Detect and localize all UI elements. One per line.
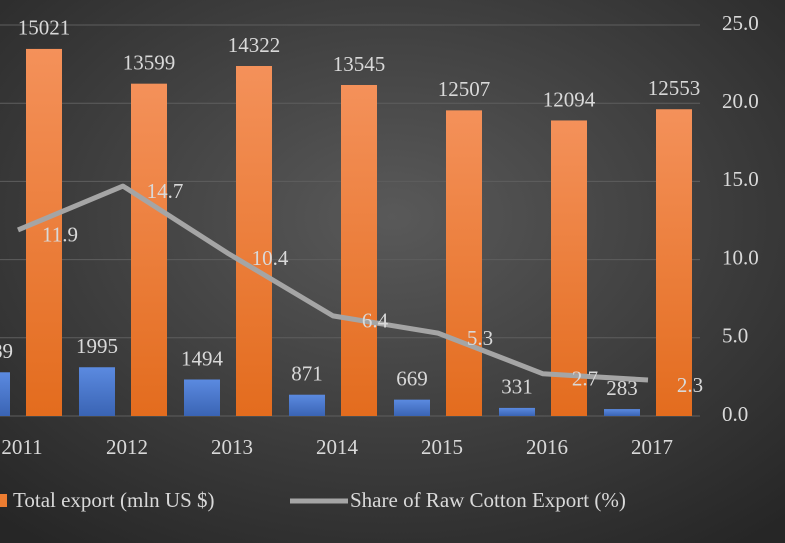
bar: [341, 84, 377, 416]
line-label: 6.4: [362, 309, 389, 333]
bar-label: 871: [291, 362, 323, 386]
line-label: 5.3: [467, 326, 493, 350]
bar-label: 13599: [123, 50, 176, 74]
bar: [79, 367, 115, 416]
line-label: 14.7: [147, 179, 184, 203]
bar-label: 12507: [438, 77, 491, 101]
y2-tick-label: 0.0: [722, 402, 748, 426]
bar-label: 331: [501, 375, 533, 399]
bar: [26, 48, 62, 416]
legend-swatch: [0, 494, 7, 507]
y2-tick-label: 25.0: [722, 11, 759, 35]
bar-label: 1494: [181, 346, 224, 370]
bar-label: 669: [396, 366, 428, 390]
x-tick-label: 2012: [106, 435, 148, 459]
bar-label: 12553: [648, 76, 701, 100]
y2-tick-label: 10.0: [722, 245, 759, 269]
x-tick-label: 2014: [316, 435, 359, 459]
line-label: 2.3: [677, 373, 703, 397]
line-label: 11.9: [42, 223, 78, 247]
bar-label: 13545: [333, 52, 386, 76]
bar: [184, 379, 220, 416]
line-series: [17, 183, 649, 383]
bar: [131, 83, 167, 416]
bar: [236, 66, 272, 416]
x-tick-label: 2015: [421, 435, 463, 459]
bar: [0, 372, 10, 416]
bar: [656, 109, 692, 417]
line-label: 10.4: [252, 246, 289, 270]
bar: [289, 394, 325, 416]
bar-label: 15021: [18, 16, 71, 40]
y2-tick-label: 5.0: [722, 324, 748, 348]
bar-label: 1995: [76, 334, 118, 358]
x-tick-label: 2016: [526, 435, 568, 459]
bar-label: 14322: [228, 33, 281, 57]
legend-label: Total export (mln US $): [13, 488, 215, 512]
y2-tick-label: 20.0: [722, 89, 759, 113]
bar: [604, 409, 640, 416]
line-label: 2.7: [572, 367, 598, 391]
x-tick-label: 2017: [631, 435, 673, 459]
bar-label: 12094: [543, 87, 596, 111]
x-tick-label: 2011: [1, 435, 42, 459]
legend-label: Share of Raw Cotton Export (%): [350, 488, 626, 512]
bar: [499, 407, 535, 416]
y2-tick-label: 15.0: [722, 167, 759, 191]
bar: [394, 399, 430, 416]
bar-label: 1789: [0, 339, 13, 363]
bar: [446, 110, 482, 417]
bar: [551, 120, 587, 416]
x-tick-label: 2013: [211, 435, 253, 459]
